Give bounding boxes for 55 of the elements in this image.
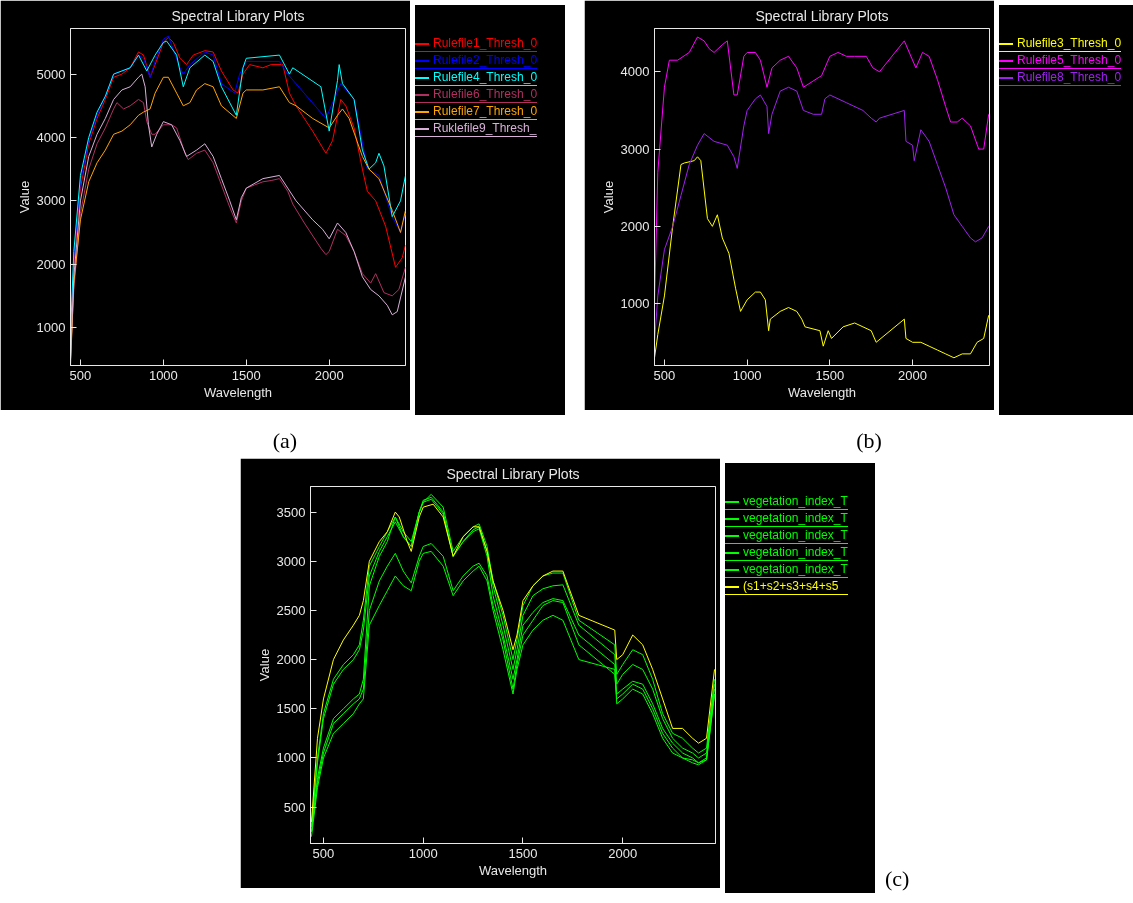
legend-label: Ruklefile9_Thresh_: [415, 120, 538, 137]
legend-label: Rulefile2_Thresh_0: [415, 52, 538, 69]
y-tick-label: 2000: [276, 652, 306, 668]
x-axis-title: Wavelength: [203, 384, 273, 400]
y-tick-label: 3000: [36, 193, 66, 209]
x-axis-title: Wavelength: [478, 862, 548, 878]
x-tick-label: 1000: [148, 367, 178, 383]
legend-label: Rulefile1_Thresh_0: [415, 35, 538, 52]
y-tick-label: 4000: [36, 129, 66, 145]
legend-label: Rulefile5_Thresh_0: [999, 52, 1122, 69]
y-tick-label: 1000: [36, 319, 66, 335]
y-tick-label: 2500: [276, 602, 306, 618]
x-tick-label: 1500: [508, 845, 538, 861]
y-tick-label: 3500: [276, 504, 306, 520]
y-tick-label: 4000: [620, 64, 650, 80]
legend-label: vegetation_index_T: [725, 493, 848, 510]
legend-label: vegetation_index_T: [725, 561, 848, 578]
chart-title: Spectral Library Plots: [446, 465, 580, 482]
y-tick-label: 1000: [620, 296, 650, 312]
y-axis-title: Value: [16, 180, 32, 214]
legend-label: vegetation_index_T: [725, 510, 848, 527]
x-tick-label: 1000: [732, 367, 762, 383]
x-tick-label: 2000: [314, 367, 344, 383]
legend-label: Rulefile4_Thresh_0: [415, 69, 538, 86]
chart-title: Spectral Library Plots: [171, 7, 305, 24]
y-axis-title: Value: [256, 648, 272, 682]
text: (a): [272, 427, 298, 455]
x-tick-label: 500: [312, 845, 335, 861]
x-tick-label: 1500: [815, 367, 845, 383]
x-tick-label: 2000: [608, 845, 638, 861]
y-tick-label: 2000: [620, 218, 650, 234]
y-tick-label: 5000: [36, 66, 66, 82]
y-tick-label: 3000: [620, 141, 650, 157]
y-tick-label: 3000: [276, 553, 306, 569]
legend-label: Rulefile7_Thresh_0: [415, 103, 538, 120]
text: (b): [856, 427, 882, 455]
legend-label: Rulefile6_Thresh_0: [415, 86, 538, 103]
x-tick-label: 2000: [898, 367, 928, 383]
chart-title: Spectral Library Plots: [755, 7, 889, 24]
x-tick-label: 1500: [231, 367, 261, 383]
legend-label: vegetation_index_T: [725, 544, 848, 561]
legend-label: Rulefile8_Thresh_0: [999, 69, 1122, 86]
x-tick-label: 1000: [408, 845, 438, 861]
y-tick-label: 1500: [276, 701, 306, 717]
legend-label: Rulefile3_Thresh_0: [999, 35, 1122, 52]
legend-label: vegetation_index_T: [725, 527, 848, 544]
y-tick-label: 500: [283, 799, 306, 815]
text: (c): [885, 865, 910, 893]
y-tick-label: 2000: [36, 256, 66, 272]
legend-label: (s1+s2+s3+s4+s5: [725, 578, 848, 595]
x-tick-label: 500: [653, 367, 676, 383]
x-tick-label: 500: [69, 367, 92, 383]
y-axis-title: Value: [600, 180, 616, 214]
x-axis-title: Wavelength: [787, 384, 857, 400]
y-tick-label: 1000: [276, 750, 306, 766]
